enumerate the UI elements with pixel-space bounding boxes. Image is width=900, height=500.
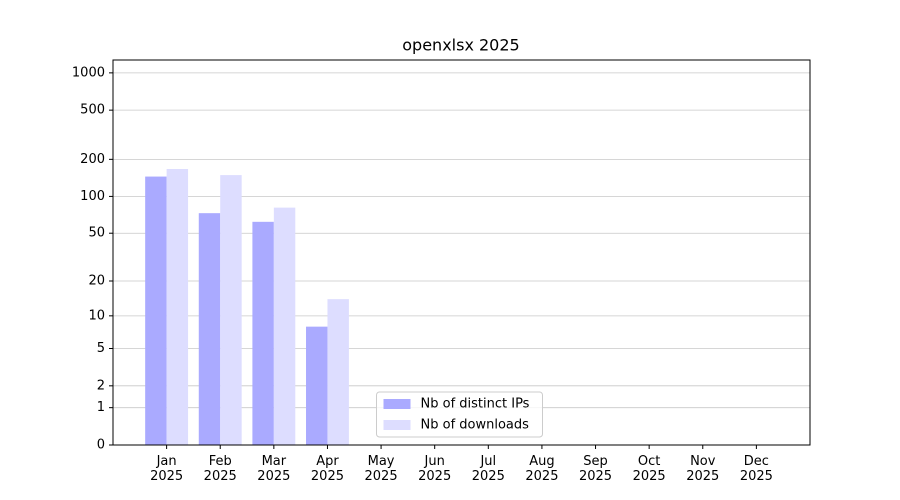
x-tick-label: Nov 2025 (686, 454, 720, 484)
x-tick-label: Jan 2025 (150, 454, 184, 484)
bar (166, 169, 189, 445)
bar (198, 213, 221, 445)
y-tick-label: 1 (97, 400, 105, 415)
x-tick-label: Apr 2025 (310, 454, 344, 484)
legend-swatch (383, 420, 411, 430)
y-tick-label: 20 (88, 274, 105, 289)
bar (306, 326, 328, 445)
y-tick-label: 100 (80, 189, 105, 204)
bar (273, 207, 296, 445)
y-tick-label: 10 (88, 308, 105, 323)
legend-label: Nb of distinct IPs (421, 397, 530, 412)
x-tick-label: Feb 2025 (203, 454, 237, 484)
bar (220, 175, 242, 445)
y-tick-label: 50 (88, 226, 105, 241)
y-tick-label: 2 (97, 378, 105, 393)
x-tick-label: Mar 2025 (257, 454, 291, 484)
x-tick-label: Aug 2025 (525, 454, 559, 484)
bar (252, 221, 274, 445)
x-tick-label: Oct 2025 (632, 454, 666, 484)
y-tick-label: 5 (97, 341, 105, 356)
bar (327, 299, 349, 445)
y-tick-label: 200 (80, 152, 105, 167)
y-tick-label: 1000 (72, 65, 105, 80)
x-tick-label: Dec 2025 (739, 454, 773, 484)
legend-swatch (383, 399, 411, 409)
y-tick-label: 500 (80, 103, 105, 118)
bar (145, 176, 167, 446)
plot-frame (112, 59, 811, 446)
y-tick-label: 0 (97, 438, 105, 453)
chart-title: openxlsx 2025 (402, 36, 519, 55)
x-tick-label: Jul 2025 (471, 454, 505, 484)
x-tick-label: Sep 2025 (578, 454, 613, 484)
legend-label: Nb of downloads (421, 418, 530, 433)
legend-box (376, 391, 543, 438)
x-tick-label: May 2025 (364, 454, 398, 484)
x-tick-label: Jun 2025 (418, 454, 452, 484)
